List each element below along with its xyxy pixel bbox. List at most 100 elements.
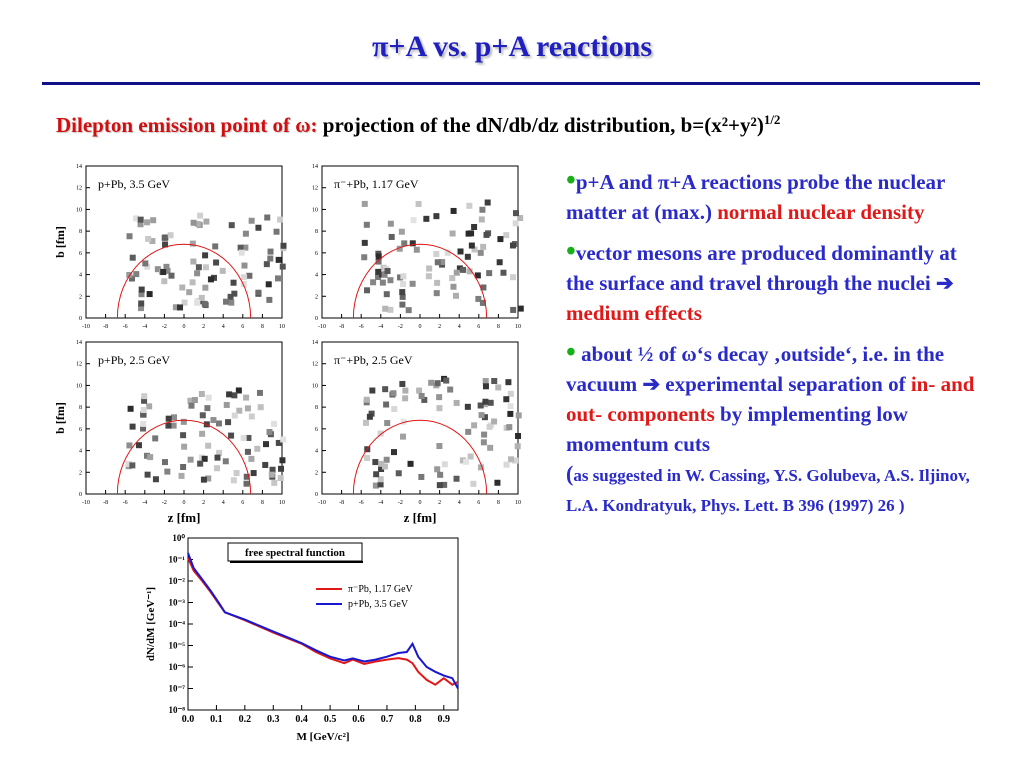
x-tick-label: -10 [82,324,90,330]
density-cell [186,289,193,296]
emission-panel-4: -10 -8 -6 -4 -2 0 2 4 6 8 10 0 2 4 6 8 10 12 14 π⁻+Pb, 2.5 … [288,334,528,524]
density-cell [413,246,420,253]
y-tick-label: 10⁻⁵ [169,641,186,651]
chart-frame [187,537,459,711]
density-cell [482,378,489,385]
bullet-dot-icon: • [566,236,576,267]
bullet-3-and: and [935,372,975,396]
density-cell [399,301,406,308]
density-cell [478,412,485,419]
density-cells [126,212,287,312]
density-cell [200,476,207,483]
density-cell [505,379,512,386]
density-cell [214,454,221,461]
bullet-2: •vector mesons are produced dominantly a… [566,237,986,328]
x-tick-label: 0.8 [409,714,422,725]
density-cell [191,397,198,404]
density-cell [223,298,230,305]
density-cell [479,206,486,213]
arrow-right-icon: ➔ [642,372,661,396]
x-tick-label: -4 [142,324,147,330]
density-cell [164,468,171,475]
density-cell [248,217,255,224]
density-cell [189,240,196,247]
y-tick-label: 12 [76,362,82,368]
x-tick-label: 8 [261,500,264,506]
x-tick-label: -2 [162,500,167,506]
x-tick-label: 8 [497,500,500,506]
density-cell [228,222,235,229]
density-cell [416,387,423,394]
density-cell [150,217,157,224]
density-cell [138,291,145,298]
density-cell [509,242,516,249]
density-cell [255,224,262,231]
density-cell [487,444,494,451]
density-cell [384,420,391,427]
y-tick-label: 2 [79,470,82,476]
bullet-2-text: vector mesons are produced dominantly at… [566,241,957,295]
density-cell [486,270,493,277]
density-cell [129,462,136,469]
y-tick-label: 10 [312,383,318,389]
density-cell [241,262,248,269]
x-tick-label: -10 [318,324,326,330]
emission-panel-2: -10 -8 -6 -4 -2 0 2 4 6 8 10 0 2 4 6 8 10 12 14 π⁻+Pb, 1.17… [288,158,528,338]
density-cell [443,377,450,384]
x-tick-label: 0.3 [267,714,280,725]
density-cell [230,477,237,484]
density-cell [399,293,406,300]
density-cell [474,272,481,279]
density-cell [271,420,278,427]
density-cell [126,233,133,240]
density-cell [275,439,282,446]
slide-title: π+A vs. p+A reactions [371,30,653,63]
density-cell [409,280,416,287]
x-tick-label: -10 [318,500,326,506]
density-cell [468,242,475,249]
density-cell [401,240,408,247]
x-tick-label: 4 [458,324,461,330]
legend-label: π⁻Pb, 1.17 GeV [348,584,414,595]
density-cell [400,273,407,280]
x-tick-label: -4 [378,500,383,506]
density-cell [415,201,422,208]
x-tick-label: -4 [378,324,383,330]
density-cell [482,398,489,405]
density-cell [162,241,169,248]
emission-panel-1: -10 -8 -6 -4 -2 0 2 4 6 8 10 0 2 4 6 8 10 12 14 p+Pb, 3.5 G… [52,158,292,338]
density-cell [397,274,404,281]
bullet-3-highlight-out: out- components [566,402,715,426]
x-tick-label: -2 [398,500,403,506]
y-axis-label: b [fm] [53,402,67,434]
title-divider [42,82,980,85]
density-cell [279,263,286,270]
y-tick-label: 0 [315,492,318,498]
x-tick-label: -2 [398,324,403,330]
density-cell [428,379,435,386]
density-cell [496,259,503,266]
emission-panel-3: -10 -8 -6 -4 -2 0 2 4 6 8 10 0 2 4 6 8 10 12 14 p+Pb, 2.5 G… [52,334,292,524]
density-cell [199,430,206,437]
density-cell [154,266,161,273]
density-cell [375,253,382,260]
density-cell [266,296,273,303]
density-cell [407,460,414,467]
y-tick-label: 6 [315,427,318,433]
y-tick-label: 4 [315,273,318,279]
density-cell [361,254,368,261]
density-cell [507,403,514,410]
density-cell [395,470,402,477]
density-cell [277,216,284,223]
density-cell [207,276,214,283]
density-cell [361,239,368,246]
density-cell [228,432,235,439]
density-cell [205,442,212,449]
density-cell [152,476,159,483]
density-cell [387,277,394,284]
density-cell [483,231,490,238]
density-cell [480,284,487,291]
density-cell [204,405,211,412]
density-cell [237,244,244,251]
x-axis-label: z [fm] [404,510,437,524]
